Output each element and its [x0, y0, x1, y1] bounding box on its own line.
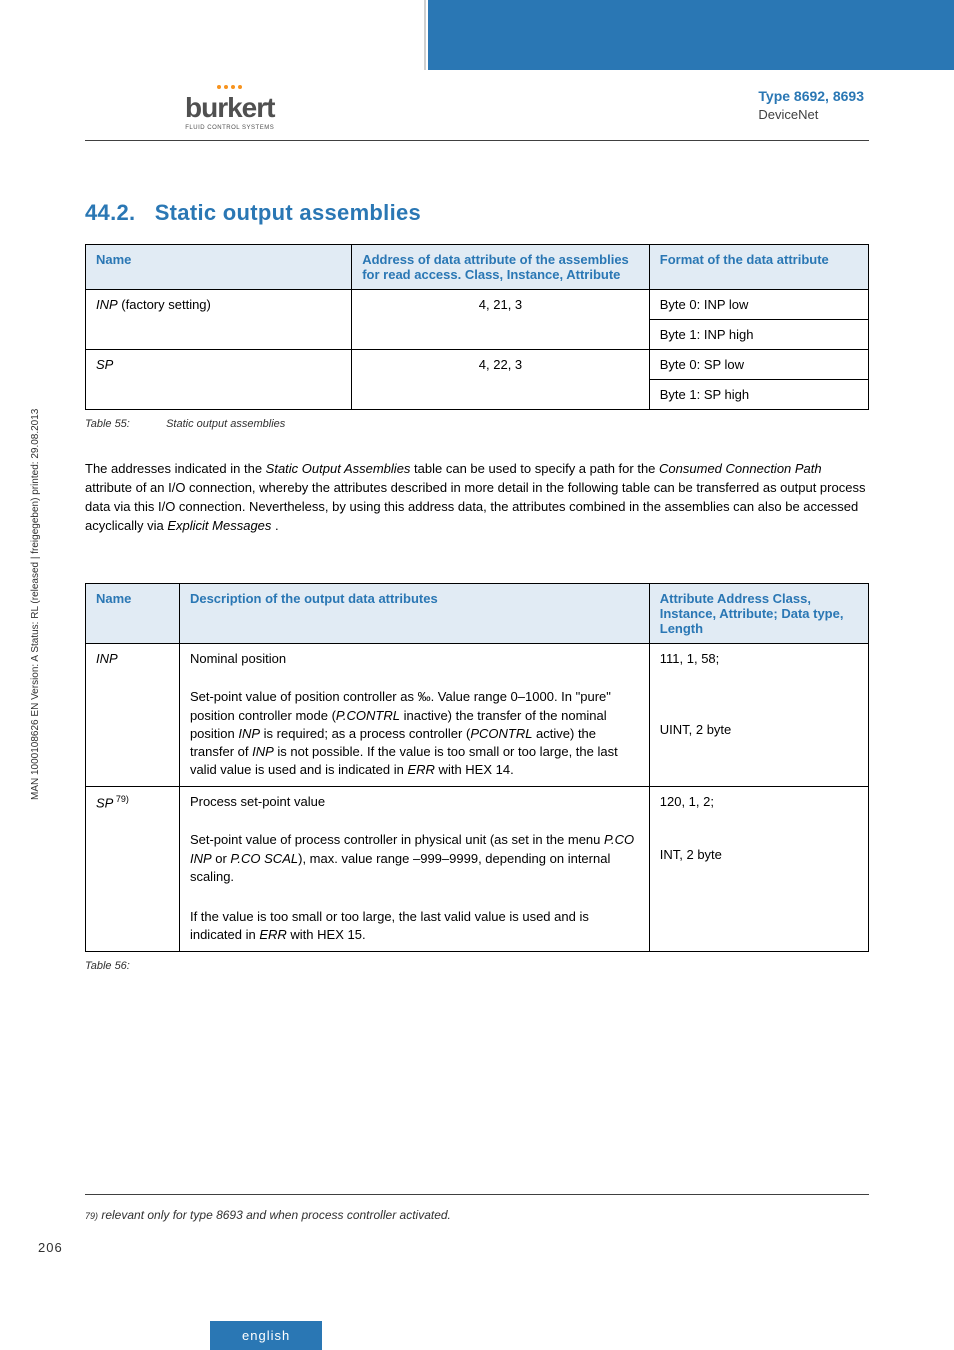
footnote-text: relevant only for type 8693 and when pro…: [98, 1208, 451, 1222]
table-static-output-assemblies: Name Address of data attribute of the as…: [85, 244, 869, 410]
t2-h2: Description of the output data attribute…: [179, 584, 649, 644]
t2-r2-desc1: Process set-point value: [179, 787, 649, 817]
header-right: Type 8692, 8693 DeviceNet: [758, 88, 864, 122]
t1-r1-addr: 4, 21, 3: [352, 290, 650, 350]
table2-caption: Table 56:: [85, 960, 869, 972]
t1-r1-name: INP (factory setting): [86, 290, 352, 350]
t2-h1: Name: [86, 584, 180, 644]
t2-r1-name: INP: [86, 644, 180, 787]
t1-h2: Address of data attribute of the assembl…: [352, 245, 650, 290]
language-badge: english: [210, 1321, 322, 1350]
t2-r2-desc3: If the value is too small or too large, …: [179, 893, 649, 952]
type-line: Type 8692, 8693: [758, 88, 864, 104]
t2-r1-desc1: Nominal position: [179, 644, 649, 674]
subtitle-line: DeviceNet: [758, 107, 864, 122]
t1-r1-fmt1: Byte 0: INP low: [649, 290, 868, 320]
top-header-bars: [0, 0, 954, 70]
sidebar-metadata: MAN 1000108626 EN Version: A Status: RL …: [30, 409, 41, 800]
t2-r1-attr1: 111, 1, 58;: [649, 644, 868, 674]
t2-r2-attr2: INT, 2 byte: [649, 816, 868, 893]
body-paragraph: The addresses indicated in the Static Ou…: [85, 460, 869, 535]
t2-r1-desc2: Set-point value of position controller a…: [179, 673, 649, 786]
logo: burkert FLUID CONTROL SYSTEMS: [185, 85, 274, 131]
section-heading: 44.2. Static output assemblies: [85, 200, 869, 226]
top-left-bar: [0, 0, 426, 70]
t1-r2-fmt2: Byte 1: SP high: [649, 380, 868, 410]
t2-caption-num: Table 56:: [85, 960, 163, 972]
t2-r2-name: SP 79): [86, 787, 180, 952]
logo-text: burkert: [185, 92, 274, 124]
t1-caption-num: Table 55:: [85, 418, 163, 430]
logo-subtext: FLUID CONTROL SYSTEMS: [185, 125, 274, 131]
footer-rule: [85, 1194, 869, 1195]
logo-dots: [217, 85, 242, 89]
header-rule: [85, 140, 869, 141]
t2-r2-attr-empty: [649, 893, 868, 952]
main-content: 44.2. Static output assemblies Name Addr…: [85, 200, 869, 972]
t1-r2-addr: 4, 22, 3: [352, 350, 650, 410]
t1-caption-text: Static output assemblies: [166, 418, 285, 430]
t2-r1-attr2: UINT, 2 byte: [649, 673, 868, 786]
t1-r2-fmt1: Byte 0: SP low: [649, 350, 868, 380]
table1-caption: Table 55: Static output assemblies: [85, 418, 869, 430]
t2-h3: Attribute Address Class, Instance, Attri…: [649, 584, 868, 644]
table-output-data-attributes: Name Description of the output data attr…: [85, 583, 869, 952]
section-number: 44.2.: [85, 200, 135, 225]
footnote-num: 79): [85, 1211, 98, 1221]
t1-r1-fmt2: Byte 1: INP high: [649, 320, 868, 350]
t2-r2-attr1: 120, 1, 2;: [649, 787, 868, 817]
top-right-bar: [428, 0, 954, 70]
page-number: 206: [38, 1240, 63, 1255]
t1-h1: Name: [86, 245, 352, 290]
t2-r2-desc2: Set-point value of process controller in…: [179, 816, 649, 893]
section-title: Static output assemblies: [155, 200, 421, 225]
t1-h3: Format of the data attribute: [649, 245, 868, 290]
footnote: 79) relevant only for type 8693 and when…: [85, 1208, 451, 1222]
t1-r2-name: SP: [86, 350, 352, 410]
